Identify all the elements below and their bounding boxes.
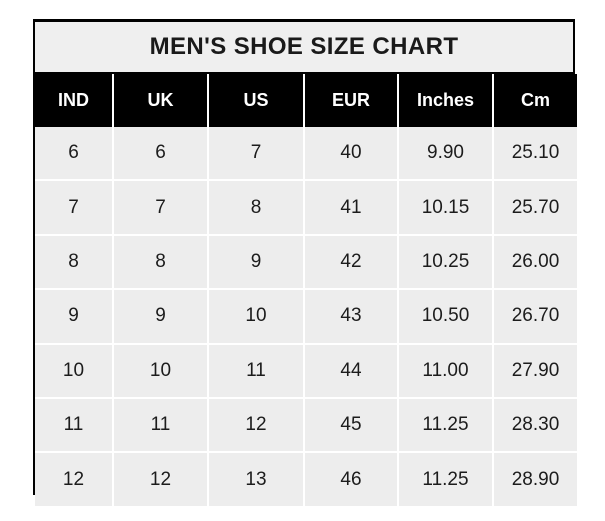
cell-us: 7 [208, 127, 305, 182]
page-title: MEN'S SHOE SIZE CHART [149, 33, 459, 60]
table-row: 6 6 7 40 9.90 25.10 [35, 127, 577, 182]
chart-title-row: MEN'S SHOE SIZE CHART [35, 22, 573, 74]
cell-ind: 11 [35, 397, 114, 454]
column-header-cm: Cm [493, 74, 577, 127]
cell-eur: 45 [304, 397, 399, 454]
table-body: 6 6 7 40 9.90 25.10 7 7 8 41 10.15 25.70… [35, 127, 577, 506]
cell-cm: 25.70 [493, 180, 577, 236]
cell-us: 8 [208, 180, 305, 236]
cell-uk: 8 [113, 234, 209, 291]
column-header-us: US [208, 74, 305, 127]
table-row: 7 7 8 41 10.15 25.70 [35, 180, 577, 236]
cell-eur: 42 [304, 234, 399, 291]
table-row: 9 9 10 43 10.50 26.70 [35, 289, 577, 345]
cell-cm: 28.30 [493, 397, 577, 454]
cell-ind: 7 [35, 180, 114, 236]
cell-cm: 26.00 [493, 234, 577, 291]
cell-us: 11 [208, 343, 305, 399]
cell-us: 12 [208, 397, 305, 454]
cell-inches: 10.15 [398, 180, 494, 236]
cell-uk: 7 [113, 180, 209, 236]
column-header-ind: IND [35, 74, 114, 127]
cell-inches: 11.00 [398, 343, 494, 399]
cell-inches: 11.25 [398, 397, 494, 454]
cell-cm: 25.10 [493, 127, 577, 182]
cell-eur: 44 [304, 343, 399, 399]
cell-ind: 12 [35, 452, 114, 506]
cell-inches: 9.90 [398, 127, 494, 182]
table-row: 12 12 13 46 11.25 28.90 [35, 452, 577, 506]
cell-us: 13 [208, 452, 305, 506]
column-header-uk: UK [113, 74, 209, 127]
cell-uk: 11 [113, 397, 209, 454]
cell-uk: 6 [113, 127, 209, 182]
cell-eur: 40 [304, 127, 399, 182]
cell-inches: 10.50 [398, 289, 494, 345]
size-table: IND UK US EUR Inches Cm 6 6 7 40 9.90 25… [35, 74, 577, 506]
table-row: 10 10 11 44 11.00 27.90 [35, 343, 577, 399]
cell-inches: 10.25 [398, 234, 494, 291]
cell-cm: 28.90 [493, 452, 577, 506]
cell-ind: 6 [35, 127, 114, 182]
column-header-inches: Inches [398, 74, 494, 127]
shoe-size-chart: MEN'S SHOE SIZE CHART IND UK US EUR Inch… [33, 19, 577, 506]
column-header-eur: EUR [304, 74, 399, 127]
cell-eur: 41 [304, 180, 399, 236]
cell-cm: 26.70 [493, 289, 577, 345]
cell-eur: 43 [304, 289, 399, 345]
cell-us: 9 [208, 234, 305, 291]
cell-ind: 10 [35, 343, 114, 399]
cell-uk: 10 [113, 343, 209, 399]
cell-eur: 46 [304, 452, 399, 506]
cell-uk: 12 [113, 452, 209, 506]
cell-uk: 9 [113, 289, 209, 345]
cell-cm: 27.90 [493, 343, 577, 399]
table-row: 8 8 9 42 10.25 26.00 [35, 234, 577, 291]
cell-ind: 9 [35, 289, 114, 345]
cell-ind: 8 [35, 234, 114, 291]
cell-us: 10 [208, 289, 305, 345]
cell-inches: 11.25 [398, 452, 494, 506]
table-header: IND UK US EUR Inches Cm [35, 74, 577, 127]
table-header-row: IND UK US EUR Inches Cm [35, 74, 577, 127]
table-row: 11 11 12 45 11.25 28.30 [35, 397, 577, 454]
